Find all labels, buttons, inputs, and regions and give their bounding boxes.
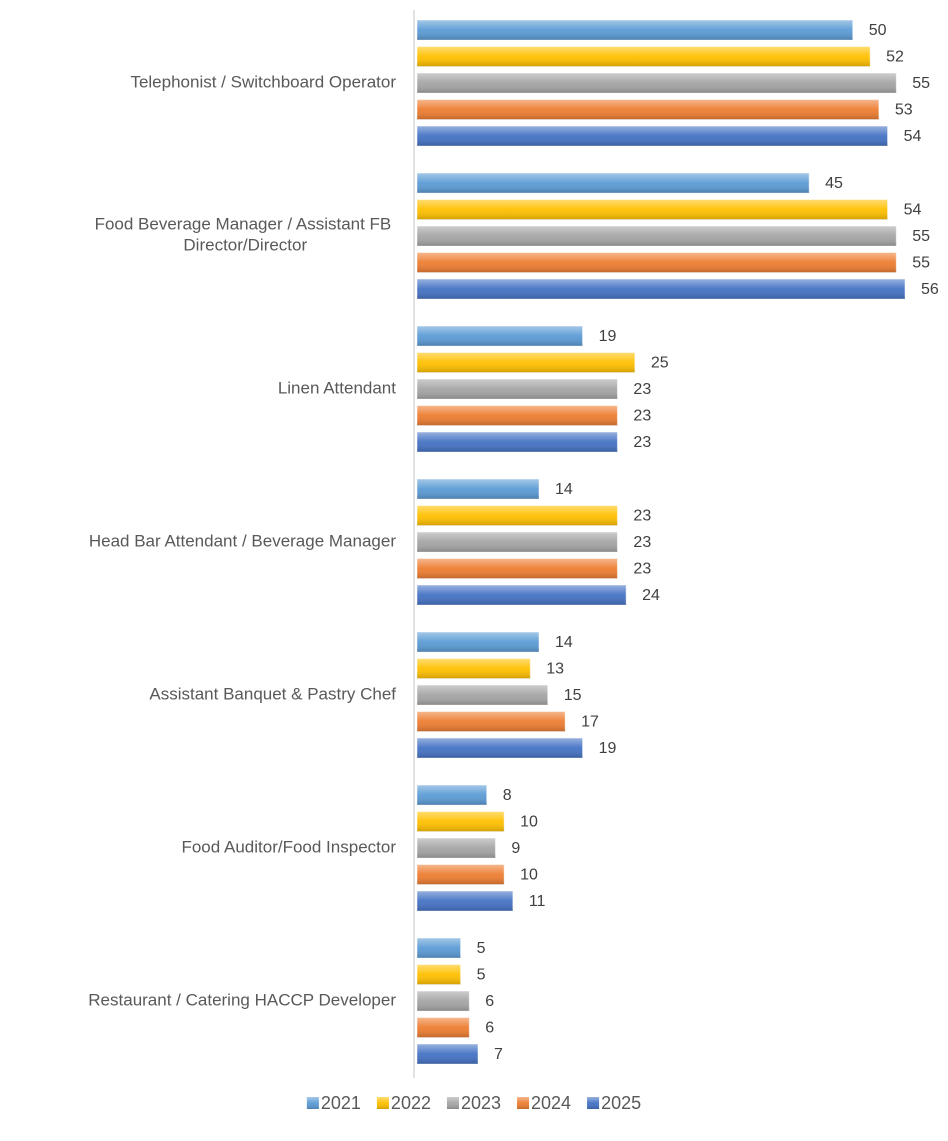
- value-label: 14: [555, 481, 573, 498]
- legend-swatch-shine: [306, 1097, 319, 1109]
- bar: [416, 658, 531, 679]
- value-label: 17: [581, 714, 599, 731]
- bar: [416, 964, 462, 985]
- value-label: 6: [485, 1020, 494, 1037]
- value-label: 5: [477, 940, 486, 957]
- category-label: Food Auditor/Food Inspector: [181, 837, 396, 856]
- legend-swatch-shine: [587, 1097, 600, 1109]
- bar: [416, 684, 549, 706]
- bar: [416, 99, 880, 120]
- legend-label: 2024: [531, 1093, 571, 1113]
- category-label: Head Bar Attendant / Beverage Manager: [89, 531, 396, 550]
- category-label: Restaurant / Catering HACCP Developer: [88, 990, 396, 1009]
- value-label: 25: [651, 355, 669, 372]
- bar: [416, 990, 470, 1012]
- bar: [416, 405, 618, 426]
- bar: [416, 737, 584, 759]
- value-label: 19: [599, 328, 617, 345]
- bar: [416, 711, 566, 732]
- bar: [416, 811, 505, 832]
- value-label: 45: [825, 175, 843, 192]
- legend-swatch-shine: [517, 1097, 530, 1109]
- bar: [416, 172, 810, 194]
- legend-label: 2023: [461, 1093, 501, 1113]
- category-label: Food Beverage Manager / Assistant FB Dir…: [95, 215, 396, 255]
- value-label: 23: [633, 408, 651, 425]
- value-label: 55: [912, 75, 930, 92]
- bar: [416, 46, 871, 67]
- bar: [416, 890, 514, 912]
- legend-swatch-shine: [446, 1097, 459, 1109]
- value-label: 9: [511, 840, 520, 857]
- value-label: 5: [477, 967, 486, 984]
- bar: [416, 199, 889, 220]
- value-label: 23: [633, 381, 651, 398]
- value-label: 8: [503, 787, 512, 804]
- value-label: 15: [564, 687, 582, 704]
- bar: [416, 325, 584, 347]
- bar: [416, 584, 627, 606]
- value-label: 7: [494, 1046, 503, 1063]
- bar: [416, 531, 618, 553]
- bar: [416, 784, 488, 806]
- value-label: 23: [633, 508, 651, 525]
- legend-label: 2021: [321, 1093, 361, 1113]
- bar: [416, 558, 618, 579]
- value-label: 13: [546, 661, 564, 678]
- legend-label: 2022: [391, 1093, 431, 1113]
- value-label: 23: [633, 434, 651, 451]
- bar: [416, 431, 618, 453]
- category-label: Linen Attendant: [278, 378, 396, 397]
- value-label: 10: [520, 814, 538, 831]
- bar: [416, 1017, 470, 1038]
- value-label: 23: [633, 561, 651, 578]
- value-label: 19: [599, 740, 617, 757]
- bar: [416, 19, 854, 41]
- value-label: 54: [904, 202, 922, 219]
- value-label: 54: [904, 128, 922, 145]
- bar: [416, 864, 505, 885]
- value-label: 23: [633, 534, 651, 551]
- value-label: 55: [912, 255, 930, 272]
- value-label: 6: [485, 993, 494, 1010]
- bar: [416, 505, 618, 526]
- bar: [416, 478, 540, 500]
- value-label: 55: [912, 228, 930, 245]
- value-label: 50: [869, 22, 887, 39]
- legend-swatch-shine: [376, 1097, 389, 1109]
- value-label: 53: [895, 102, 913, 119]
- bar: [416, 837, 496, 859]
- bar: [416, 937, 462, 959]
- category-label: Assistant Banquet & Pastry Chef: [149, 684, 396, 703]
- bar: [416, 125, 889, 147]
- bar: [416, 225, 897, 247]
- value-label: 56: [921, 281, 939, 298]
- bar: [416, 252, 897, 273]
- bar: [416, 1043, 479, 1065]
- legend-label: 2025: [601, 1093, 641, 1113]
- bar: [416, 72, 897, 94]
- value-label: 24: [642, 587, 660, 604]
- legend: 2021 2022 2023 2024 2025: [306, 1093, 641, 1113]
- bar: [416, 278, 906, 300]
- bar: [416, 352, 636, 373]
- bar: [416, 631, 540, 653]
- value-label: 10: [520, 867, 538, 884]
- bar: [416, 378, 618, 400]
- value-label: 11: [529, 893, 546, 910]
- value-label: 52: [886, 49, 904, 66]
- value-label: 14: [555, 634, 573, 651]
- category-label: Telephonist / Switchboard Operator: [130, 72, 396, 91]
